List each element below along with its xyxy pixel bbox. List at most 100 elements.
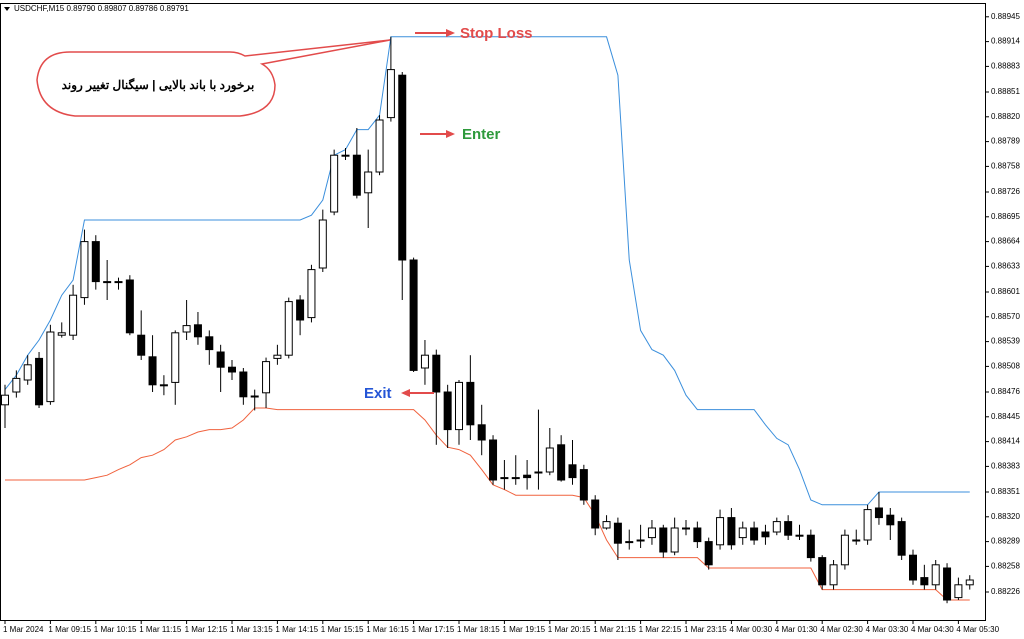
- candle-body: [761, 531, 770, 538]
- y-tick-label: 0.88351: [991, 487, 1020, 496]
- candle-body: [228, 366, 236, 373]
- candle-body: [943, 567, 952, 601]
- candle-body: [216, 351, 225, 368]
- candle-body: [489, 439, 498, 481]
- y-tick-label: 0.88851: [991, 87, 1020, 96]
- candle-body: [477, 424, 486, 441]
- candle-body: [375, 119, 384, 173]
- candle-body: [125, 279, 134, 334]
- candle-body: [806, 534, 815, 559]
- x-tick-label: 1 Mar 16:15: [366, 625, 409, 634]
- candle-body: [716, 517, 725, 546]
- candle-body: [318, 219, 327, 269]
- candle-body: [273, 354, 282, 359]
- x-tick-label: 4 Mar 04:30: [911, 625, 954, 634]
- x-tick-label: 1 Mar 19:15: [502, 625, 545, 634]
- x-tick-label: 1 Mar 23:15: [684, 625, 727, 634]
- y-tick-label: 0.88633: [991, 262, 1020, 271]
- annotations: برخورد با باند بالایی | سیگنال تغییر رون…: [36, 25, 533, 402]
- candle-body: [965, 579, 974, 586]
- candle-body: [1, 394, 9, 406]
- candle-body: [579, 469, 588, 501]
- enter-label: Enter: [462, 126, 501, 143]
- arrow-head: [401, 389, 410, 397]
- candle-body: [613, 522, 622, 544]
- candle-body: [625, 541, 634, 544]
- candle-body: [262, 361, 271, 394]
- x-tick-label: 4 Mar 05:30: [956, 625, 999, 634]
- candle-body: [772, 521, 781, 533]
- band-line: [5, 407, 970, 601]
- candle-body: [750, 527, 759, 541]
- candle-body: [557, 444, 566, 481]
- marks: [1, 36, 974, 604]
- x-tick-label: 4 Mar 03:30: [866, 625, 909, 634]
- candle-body: [840, 534, 849, 566]
- x-tick-label: 4 Mar 02:30: [820, 625, 863, 634]
- x-tick-label: 4 Mar 01:30: [775, 625, 818, 634]
- x-tick-label: 1 Mar 18:15: [457, 625, 500, 634]
- candle-body: [829, 564, 838, 586]
- candle-body: [69, 294, 78, 336]
- candle-body: [239, 371, 248, 398]
- candle-body: [420, 354, 429, 369]
- candle-body: [466, 381, 475, 426]
- candle-body: [35, 357, 44, 406]
- candle-body: [284, 301, 293, 356]
- candle-body: [398, 74, 407, 261]
- candle-body: [455, 381, 463, 431]
- candle-body: [409, 259, 418, 371]
- candle-body: [511, 477, 520, 480]
- x-tick-label: 1 Mar 13:15: [230, 625, 273, 634]
- candle-body: [46, 331, 55, 403]
- x-tick-label: 1 Mar 10:15: [94, 625, 137, 634]
- y-tick-label: 0.88601: [991, 287, 1020, 296]
- candle-body: [307, 269, 316, 319]
- candle-body: [954, 584, 963, 599]
- candle-body: [738, 527, 747, 539]
- candle-body: [114, 281, 123, 284]
- x-tick-label: 4 Mar 00:30: [729, 625, 772, 634]
- candle-body: [693, 527, 702, 543]
- candle-body: [250, 395, 259, 398]
- x-tick-label: 1 Mar 14:15: [275, 625, 318, 634]
- y-tick-label: 0.88258: [991, 562, 1020, 571]
- y-tick-label: 0.88789: [991, 137, 1020, 146]
- y-tick-label: 0.88414: [991, 437, 1020, 446]
- candle-body: [931, 564, 940, 586]
- candle-body: [920, 577, 929, 586]
- y-tick-label: 0.88445: [991, 412, 1020, 421]
- candle-body: [670, 527, 679, 553]
- candle-body: [784, 521, 793, 536]
- y-tick-label: 0.88883: [991, 62, 1020, 71]
- y-tick-label: 0.88758: [991, 162, 1020, 171]
- x-tick-label: 1 Mar 17:15: [412, 625, 455, 634]
- candle-body: [12, 377, 21, 393]
- y-tick-label: 0.88508: [991, 362, 1020, 371]
- candle-body: [727, 517, 736, 546]
- candle-body: [159, 384, 168, 387]
- candle-body: [897, 521, 906, 556]
- candle-body: [330, 154, 339, 213]
- candle-body: [103, 281, 112, 284]
- menu-icon: [4, 7, 10, 11]
- chart-title: USDCHF,M15 0.89790 0.89807 0.89786 0.897…: [14, 4, 189, 13]
- x-tick-label: 1 Mar 2024: [3, 625, 44, 634]
- candle-body: [602, 521, 611, 529]
- candle-body: [296, 299, 305, 321]
- candle-body: [341, 154, 350, 157]
- y-tick-label: 0.88695: [991, 212, 1020, 221]
- candle-body: [386, 69, 395, 119]
- exit-label: Exit: [364, 385, 392, 402]
- candle-body: [568, 464, 577, 479]
- candle-body: [182, 325, 191, 333]
- candle-body: [647, 527, 656, 539]
- arrow-head: [446, 29, 455, 37]
- candle-body: [874, 507, 883, 519]
- x-tick-label: 1 Mar 12:15: [185, 625, 228, 634]
- y-tick-label: 0.88570: [991, 312, 1020, 321]
- candle-body: [909, 554, 917, 581]
- plot-frame: [0, 3, 986, 621]
- y-tick-label: 0.88726: [991, 187, 1020, 196]
- arrow-head: [446, 130, 455, 138]
